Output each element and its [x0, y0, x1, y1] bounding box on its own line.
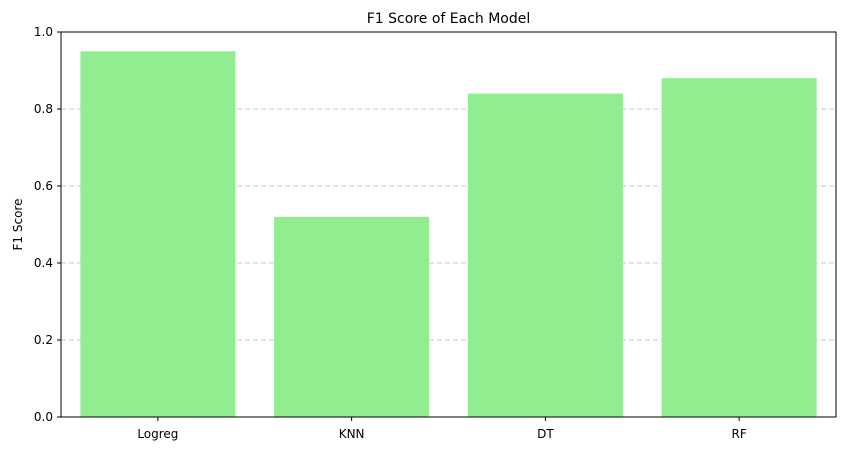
axes: [60, 31, 837, 418]
y-axis-label: F1 Score: [11, 199, 25, 251]
y-tick-label: 1.0: [34, 25, 53, 39]
y-tick-label: 0.6: [34, 179, 53, 193]
bar: [80, 51, 236, 417]
y-tick-label: 0.8: [34, 102, 53, 116]
y-tick-label: 0.4: [34, 256, 53, 270]
y-tick-label: 0.0: [34, 410, 53, 424]
y-ticks: 0.0 0.2 0.4 0.6 0.8 1.0: [34, 25, 61, 424]
x-tick-label: DT: [537, 427, 554, 441]
x-tick-label: Logreg: [137, 427, 178, 441]
x-tick-label: KNN: [339, 427, 365, 441]
bar: [661, 78, 817, 417]
bars: [80, 51, 817, 417]
bar: [467, 93, 623, 417]
x-tick-label: RF: [732, 427, 747, 441]
plot-frame: [60, 31, 837, 418]
x-ticks: Logreg KNN DT RF: [137, 417, 747, 441]
chart-title: F1 Score of Each Model: [367, 11, 531, 27]
bar: [274, 216, 430, 417]
y-tick-label: 0.2: [34, 333, 53, 347]
